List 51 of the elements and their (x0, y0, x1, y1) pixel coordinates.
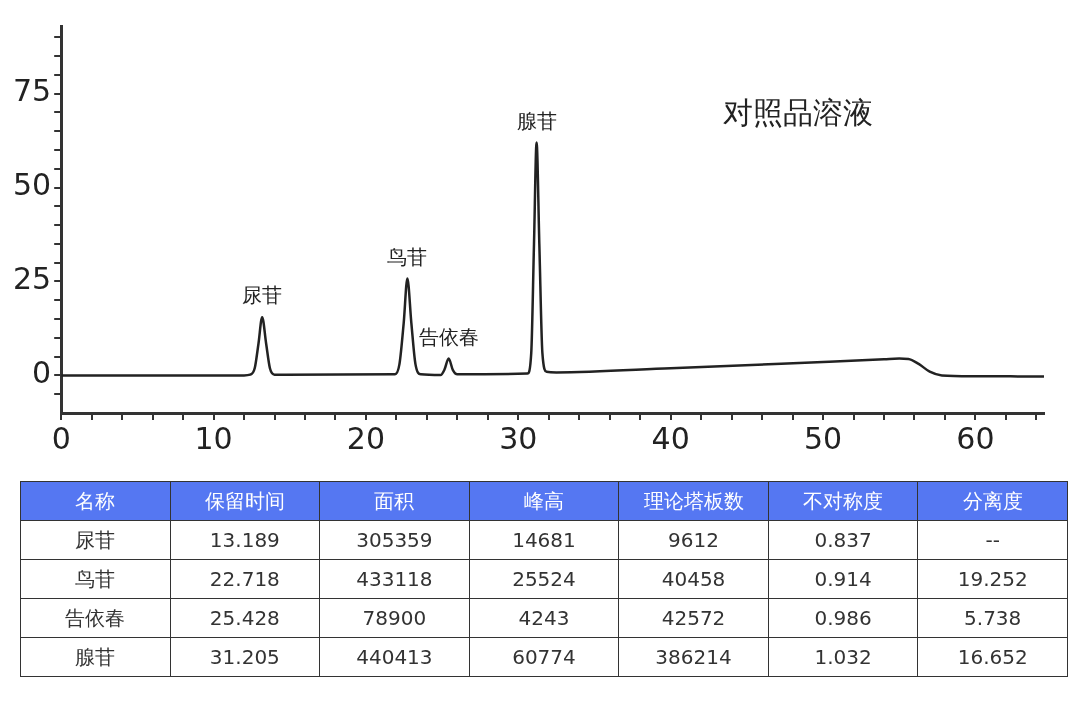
text: 40458 (661, 567, 726, 591)
text: 433118 (356, 567, 433, 591)
category-label: 理论塔板数 (618, 481, 769, 521)
x-tick-label: 60 (956, 420, 995, 456)
y-tick-label: 25 (12, 261, 52, 297)
category-label: 峰高 (469, 481, 619, 521)
text: 25524 (512, 567, 576, 591)
text: 440413 (356, 645, 433, 669)
x-tick-label: 10 (194, 420, 233, 456)
annotation: 鸟苷 (387, 244, 428, 269)
text: 0.914 (814, 567, 872, 591)
category-label: 面积 (319, 481, 470, 521)
line-series (61, 141, 1044, 378)
text: 9612 (668, 528, 719, 552)
text: 19.252 (957, 567, 1028, 591)
text: 78900 (362, 606, 427, 630)
category-label: 不对称度 (768, 481, 918, 521)
category-label: 分离度 (917, 481, 1068, 521)
annotation: 告依春 (418, 324, 479, 349)
text: 14681 (512, 528, 576, 552)
text: 22.718 (209, 567, 280, 591)
text: 25.428 (209, 606, 280, 630)
text: 对照品溶液 (723, 95, 874, 131)
annotation: 腺苷 (516, 108, 557, 133)
x-tick-label: 20 (346, 420, 386, 456)
x-tick-label: 30 (499, 420, 538, 456)
text: -- (985, 528, 1000, 552)
text: 名称 (20, 481, 171, 521)
text: 5.738 (964, 606, 1022, 630)
text: 4243 (518, 606, 570, 630)
category-label: 尿苷 (75, 527, 116, 552)
y-tick-label: 50 (12, 167, 52, 203)
text: 305359 (356, 528, 433, 552)
category-label: 腺苷 (75, 644, 116, 669)
category-label: 告依春 (65, 605, 126, 630)
text: 386214 (655, 645, 732, 669)
text: 31.205 (209, 645, 280, 669)
category-label: 保留时间 (170, 481, 320, 521)
text: 60774 (512, 645, 576, 669)
text: 16.652 (957, 645, 1028, 669)
y-tick-label: 75 (12, 73, 52, 109)
x-tick-label: 40 (651, 420, 690, 456)
text: 0.986 (814, 606, 872, 630)
category-label: 鸟苷 (75, 566, 116, 591)
text: 13.189 (209, 528, 280, 552)
y-tick-label: 0 (32, 355, 52, 391)
annotation: 尿苷 (242, 283, 283, 308)
text: 1.032 (814, 645, 872, 669)
text: 42572 (661, 606, 726, 630)
x-tick-label: 50 (803, 420, 843, 456)
text: 0.837 (814, 528, 872, 552)
